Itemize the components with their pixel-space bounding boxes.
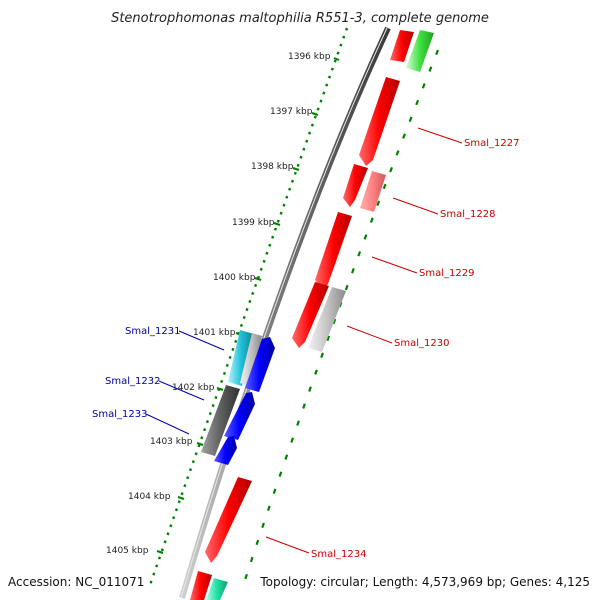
genome-backbone bbox=[179, 26, 391, 599]
label-smal-1234[interactable]: Smal_1234 bbox=[311, 549, 366, 560]
tick-1405 bbox=[156, 550, 164, 554]
gene-smal-1233[interactable] bbox=[224, 392, 255, 440]
tick-1402 bbox=[216, 387, 224, 391]
gene-forward-top[interactable] bbox=[390, 30, 414, 62]
tick-marks bbox=[156, 57, 340, 554]
topology-text: Topology: circular; Length: 4,573,969 bp… bbox=[259, 575, 590, 589]
gene-smal-1234[interactable] bbox=[205, 477, 252, 563]
tick-label-1402: 1402 kbp bbox=[172, 383, 215, 393]
tick-label-1398: 1398 kbp bbox=[251, 162, 294, 172]
label-smal-1230[interactable]: Smal_1230 bbox=[394, 338, 449, 349]
label-smal-1228[interactable]: Smal_1228 bbox=[440, 209, 495, 220]
tick-1404 bbox=[177, 496, 185, 500]
gene-smal-1232[interactable] bbox=[201, 385, 240, 456]
gene-smal-1231-grey[interactable] bbox=[240, 333, 262, 386]
backbone-highlight bbox=[180, 27, 388, 599]
forward-leaders bbox=[265, 127, 463, 554]
accession-text: Accession: NC_011071 bbox=[8, 575, 144, 589]
tick-label-1401: 1401 kbp bbox=[193, 328, 236, 338]
tick-label-1399: 1399 kbp bbox=[232, 218, 275, 228]
gene-smal-1228[interactable] bbox=[360, 171, 386, 212]
tick-label-1404: 1404 kbp bbox=[128, 492, 171, 502]
rna-feature-top[interactable] bbox=[406, 30, 434, 72]
gene-smal-1230[interactable] bbox=[308, 287, 346, 352]
gene-reverse-upper[interactable] bbox=[245, 337, 275, 392]
leader-smal-1233 bbox=[145, 413, 190, 435]
tick-label-1405: 1405 kbp bbox=[106, 546, 149, 556]
tick-1396 bbox=[333, 57, 340, 61]
label-smal-1231[interactable]: Smal_1231 bbox=[125, 326, 180, 337]
label-smal-1232[interactable]: Smal_1232 bbox=[105, 376, 160, 387]
tick-1400 bbox=[254, 277, 262, 281]
leader-smal-1227 bbox=[417, 127, 463, 144]
leader-smal-1234 bbox=[265, 536, 310, 554]
leader-smal-1232 bbox=[158, 380, 205, 401]
gene-reverse-lower[interactable] bbox=[214, 436, 237, 465]
gene-smal-1231[interactable] bbox=[228, 330, 254, 386]
tick-label-1396: 1396 kbp bbox=[288, 52, 331, 62]
gene-smal-1230-red[interactable] bbox=[292, 282, 329, 348]
leader-smal-1231 bbox=[178, 330, 225, 351]
rna-feature-bottom[interactable] bbox=[206, 578, 228, 600]
gene-smal-1229[interactable] bbox=[315, 212, 352, 290]
label-smal-1229[interactable]: Smal_1229 bbox=[419, 268, 474, 279]
leader-smal-1228 bbox=[392, 197, 439, 215]
tick-label-1397: 1397 kbp bbox=[270, 107, 313, 117]
reverse-leaders bbox=[145, 330, 225, 435]
label-smal-1227[interactable]: Smal_1227 bbox=[464, 138, 519, 149]
tick-label-1400: 1400 kbp bbox=[213, 273, 256, 283]
tick-1399 bbox=[273, 222, 281, 226]
gene-forward-upper[interactable] bbox=[359, 77, 400, 166]
label-smal-1233[interactable]: Smal_1233 bbox=[92, 409, 147, 420]
leader-smal-1229 bbox=[371, 256, 418, 274]
map-title: Stenotrophomonas maltophilia R551-3, com… bbox=[111, 11, 489, 26]
inner-tick-ring bbox=[243, 49, 440, 581]
tick-1403 bbox=[196, 442, 204, 446]
gene-forward-bottom[interactable] bbox=[190, 571, 212, 600]
tick-1397 bbox=[311, 112, 319, 116]
gene-forward-short[interactable] bbox=[343, 164, 368, 207]
tick-1398 bbox=[292, 167, 300, 171]
tick-label-1403: 1403 kbp bbox=[150, 437, 193, 447]
leader-smal-1230 bbox=[346, 325, 393, 344]
